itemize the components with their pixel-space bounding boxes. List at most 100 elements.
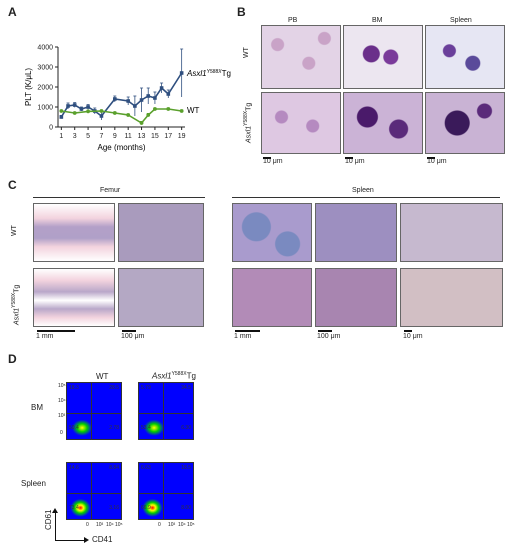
data-point bbox=[113, 97, 117, 101]
d-col-tg-suffix: Tg bbox=[186, 371, 196, 381]
d-x-arrowhead bbox=[84, 537, 89, 543]
c-row-wt: WT bbox=[11, 225, 18, 236]
data-point bbox=[126, 99, 130, 103]
quad-bm-tg-ul: 5.79 bbox=[141, 385, 151, 391]
histology-spleen-tg-low bbox=[232, 268, 312, 327]
d-col-tg-gene: Asxl1 bbox=[152, 371, 172, 381]
panel-c-letter: C bbox=[8, 178, 17, 192]
data-point bbox=[153, 107, 157, 111]
flow-tick-y0: 0 bbox=[60, 430, 63, 436]
quad-bm-wt-ur: 28.5 bbox=[109, 385, 119, 391]
data-point bbox=[72, 111, 77, 115]
c-scalebar-2 bbox=[122, 330, 136, 332]
micrograph-spleen-wt bbox=[425, 25, 505, 89]
flow-tick-y3: 10³ bbox=[58, 413, 66, 419]
flow-spleen-wt-hline bbox=[67, 493, 121, 494]
d-y-arrow-line bbox=[55, 512, 56, 540]
data-point bbox=[166, 107, 171, 111]
data-point bbox=[59, 115, 64, 119]
x-tick-label: 17 bbox=[164, 133, 172, 140]
b-scalebar-1 bbox=[263, 157, 271, 159]
micrograph-pb-wt bbox=[261, 25, 341, 89]
b-row-wt: WT bbox=[243, 47, 250, 58]
data-point bbox=[179, 109, 184, 113]
series-line-0 bbox=[60, 72, 183, 118]
b-row-tg: Asxl1Y588XTg bbox=[243, 103, 252, 143]
c-scale-3: 1 mm bbox=[234, 333, 252, 340]
flow-spleen-tg-vline bbox=[163, 463, 164, 519]
d-yaxis-label: CD61 bbox=[44, 509, 53, 530]
x-tick-label: 1 bbox=[59, 133, 63, 140]
x-tick-label: 11 bbox=[125, 133, 132, 140]
data-point bbox=[86, 109, 90, 114]
flow-tick-x0-tg: 0 bbox=[158, 522, 161, 528]
b-row-tg-sup: Y588X bbox=[243, 110, 249, 126]
data-point bbox=[86, 105, 90, 109]
quad-bm-wt-ul: 18.3 bbox=[69, 385, 79, 391]
data-point bbox=[146, 113, 151, 117]
quad-sp-tg-lr: 8.00 bbox=[181, 505, 191, 511]
b-scale-3: 10 μm bbox=[427, 158, 447, 165]
data-point bbox=[126, 113, 131, 117]
flow-bm-tg-vline bbox=[163, 383, 164, 439]
d-xaxis-label: CD41 bbox=[92, 535, 113, 544]
c-row-tg-gene: Asxl1 bbox=[13, 307, 21, 325]
d-row-spleen: Spleen bbox=[21, 479, 46, 488]
x-axis-label: Age (months) bbox=[97, 143, 145, 152]
micrograph-spleen-tg bbox=[425, 92, 505, 154]
b-row-tg-gene: Asxl1 bbox=[245, 125, 253, 143]
micrograph-bm-tg bbox=[343, 92, 423, 154]
c-scale-4: 100 μm bbox=[317, 333, 341, 340]
data-point bbox=[112, 111, 117, 115]
histology-spleen-wt-high bbox=[400, 203, 503, 262]
d-col-wt: WT bbox=[96, 372, 109, 381]
y-axis-label: PLT (K/μL) bbox=[24, 68, 33, 106]
histology-spleen-wt-mid bbox=[315, 203, 397, 262]
quad-bm-wt-ll: 50.4 bbox=[69, 425, 79, 431]
c-spleen-rule bbox=[232, 197, 500, 198]
panel-a-letter: A bbox=[8, 5, 17, 19]
flow-bm-wt-vline bbox=[91, 383, 92, 439]
c-scale-5: 10 μm bbox=[403, 333, 423, 340]
y-tick-label: 4000 bbox=[37, 45, 53, 52]
d-y-arrowhead bbox=[52, 508, 58, 513]
histology-spleen-tg-high bbox=[400, 268, 503, 327]
d-col-tg: Asxl1Y588XTg bbox=[152, 371, 196, 381]
x-tick-label: 7 bbox=[99, 133, 103, 140]
quad-bm-tg-ur: 34.5 bbox=[181, 385, 191, 391]
y-tick-label: 0 bbox=[49, 125, 53, 132]
flow-spleen-wt: 14.6 8.84 73.4 3.16 bbox=[66, 462, 122, 520]
flow-bm-tg: 5.79 34.5 53.4 6.30 bbox=[138, 382, 194, 440]
c-row-tg-sup: Y588X bbox=[11, 292, 17, 308]
quad-bm-wt-lr: 2.78 bbox=[109, 425, 119, 431]
data-point bbox=[66, 104, 70, 108]
data-point bbox=[79, 107, 84, 111]
series-line-1 bbox=[61, 108, 182, 125]
c-scalebar-3 bbox=[235, 330, 260, 332]
flow-tick-x0-wt: 0 bbox=[86, 522, 89, 528]
histology-femur-wt-high bbox=[118, 203, 204, 262]
data-point bbox=[146, 94, 151, 98]
flow-bm-wt-hline bbox=[67, 413, 121, 414]
histology-femur-wt-low bbox=[33, 203, 115, 262]
quad-sp-wt-ur: 8.84 bbox=[109, 465, 119, 471]
data-point bbox=[99, 114, 104, 118]
data-point bbox=[153, 96, 157, 100]
histology-spleen-tg-mid bbox=[315, 268, 397, 327]
data-point bbox=[179, 71, 184, 75]
b-scale-2: 10 μm bbox=[345, 158, 365, 165]
d-x-arrow-line bbox=[55, 540, 85, 541]
y-tick-label: 3000 bbox=[37, 65, 53, 72]
panel-b-letter: B bbox=[237, 5, 246, 19]
c-femur-rule bbox=[33, 197, 205, 198]
quad-bm-tg-lr: 6.30 bbox=[181, 425, 191, 431]
histology-spleen-wt-low bbox=[232, 203, 312, 262]
flow-tick-y4: 10⁴ bbox=[58, 398, 66, 404]
c-row-tg: Asxl1Y588XTg bbox=[11, 285, 20, 325]
quad-sp-wt-ul: 14.6 bbox=[69, 465, 79, 471]
c-spleen-title: Spleen bbox=[352, 187, 374, 194]
b-scale-1: 10 μm bbox=[263, 158, 283, 165]
c-row-tg-suffix: Tg bbox=[13, 284, 21, 293]
y-tick-label: 2000 bbox=[37, 85, 53, 92]
c-scale-2: 100 μm bbox=[121, 333, 145, 340]
